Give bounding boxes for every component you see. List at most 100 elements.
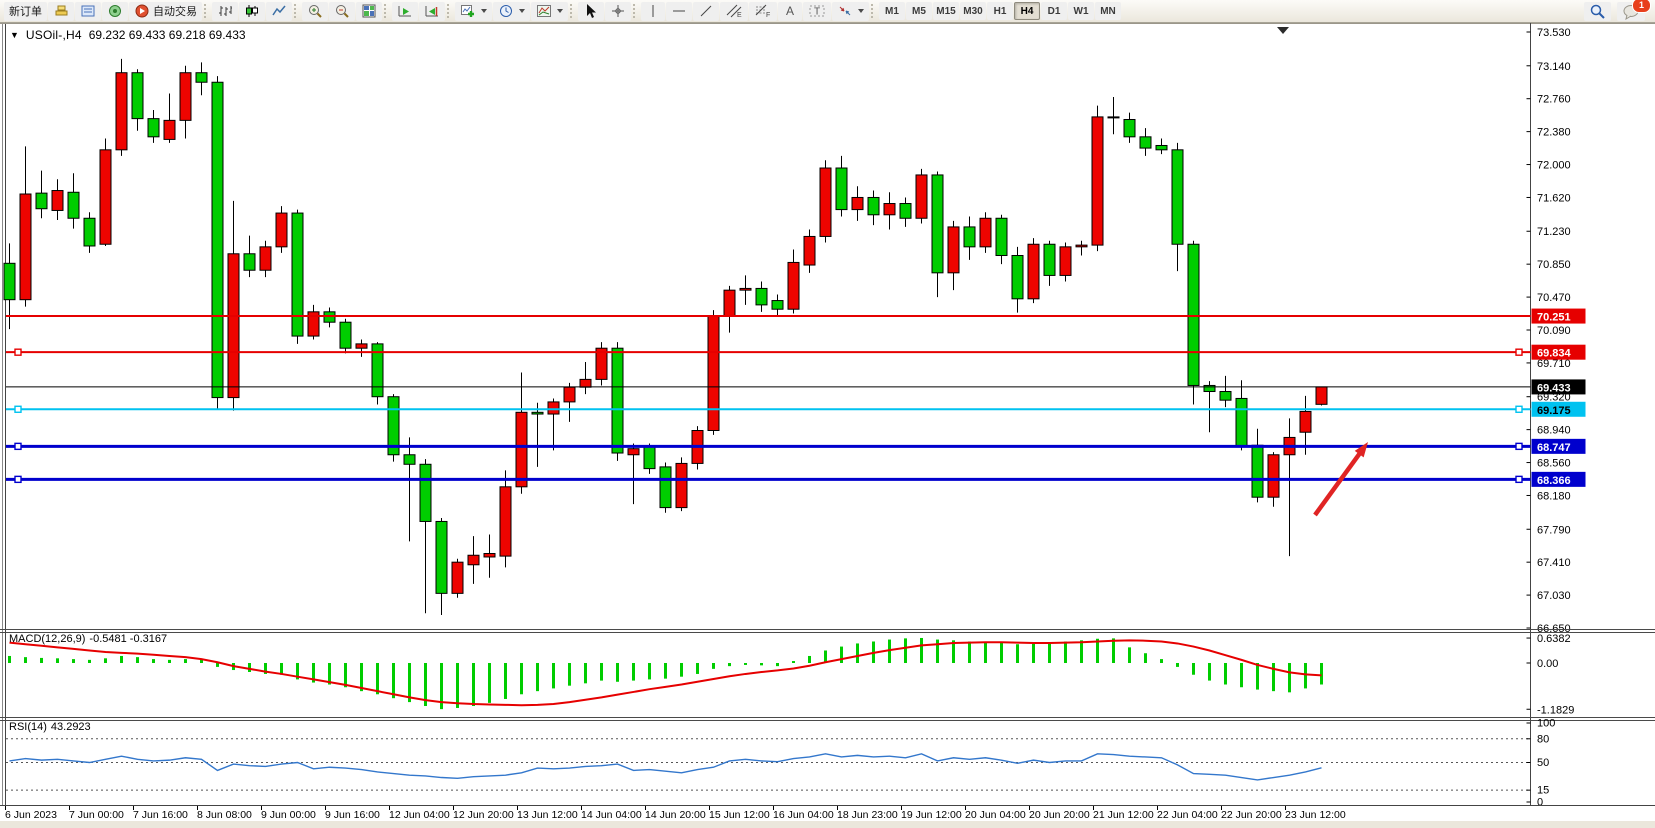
candle-body-bear [771,300,784,310]
macd-histogram-bar [296,663,299,680]
fibonacci-button[interactable]: F [749,1,777,21]
zoom-in-button[interactable] [302,1,328,21]
line-handle-right-69.175[interactable] [1515,405,1523,413]
arrows-button[interactable] [832,1,869,21]
price-tick-label: 68.560 [1537,458,1571,470]
price-tick-label: 69.320 [1537,392,1571,404]
price-tick-label: 67.790 [1537,524,1571,536]
candle-body-bull [467,554,480,566]
candle-body-bear [899,203,912,219]
timeframe-h4[interactable]: H4 [1014,2,1040,20]
macd-axis-label: -1.1829 [1537,704,1574,716]
trend-line-button[interactable] [693,1,719,21]
candle-body-bear [995,217,1008,257]
macd-histogram-bar [824,650,827,663]
line-handle-left-69.175[interactable] [14,405,22,413]
line-handle-right-69.834[interactable] [1515,348,1523,356]
text-label-button[interactable]: T [803,1,831,21]
bar-chart-button[interactable] [212,1,238,21]
line-handle-left-69.834[interactable] [14,348,22,356]
trend-arrow-shaft[interactable] [1313,449,1364,517]
toolbar-grip [384,4,388,18]
navigator-button[interactable] [102,1,128,21]
equidistant-channel-button[interactable]: E [720,1,748,21]
candle-body-bull [579,378,592,388]
cursor-button[interactable] [578,1,604,21]
macd-histogram-bar [216,663,219,667]
chart-shift-marker[interactable] [1277,27,1289,34]
line-chart-button[interactable] [266,1,292,21]
search-button[interactable] [1584,1,1611,21]
price-line-chip-label: 68.366 [1537,475,1571,487]
macd-histogram-bar [472,663,475,707]
candle-body-bear [835,167,848,211]
timeframe-m30[interactable]: M30 [960,2,986,20]
time-tick-label: 20 Jun 20:00 [1029,809,1090,821]
indicators-button[interactable] [455,1,492,21]
line-handle-left-68.366[interactable] [14,475,22,484]
chart-background [0,23,1655,828]
chart-shift-icon [424,3,440,19]
candle-body-bull [851,196,864,211]
timeframe-m5[interactable]: M5 [906,2,932,20]
macd-histogram-bar [1048,642,1051,663]
timeframe-mn[interactable]: MN [1095,2,1121,20]
candle-body-bear [1187,243,1200,386]
time-tick-label: 18 Jun 23:00 [837,809,898,821]
price-tick-label: 72.380 [1537,127,1571,139]
timeframe-d1[interactable]: D1 [1041,2,1067,20]
candle-body-bull [1091,116,1104,246]
chart-window[interactable]: 73.530 73.140 72.760 72.380 72.000 71.620 71.2… [0,23,1655,828]
candle-body-bear [1139,136,1152,149]
macd-histogram-bar [40,657,43,663]
periods-button[interactable] [493,1,530,21]
candle-body-bear [131,72,144,120]
macd-histogram-bar [200,659,203,663]
macd-histogram-bar [408,663,411,703]
data-window-button[interactable] [75,1,101,21]
candle-body-bear [339,321,352,349]
bar-chart-icon [217,3,233,19]
market-watch-icon [53,3,69,19]
price-line-chip-label: 69.433 [1537,382,1571,394]
chart-shift-button[interactable] [419,1,445,21]
candle-body-bear [867,196,880,216]
macd-histogram-bar [984,641,987,663]
timeframe-h1[interactable]: H1 [987,2,1013,20]
timeframe-w1[interactable]: W1 [1068,2,1094,20]
auto-scroll-button[interactable] [392,1,418,21]
candle-body-bull [1075,244,1088,248]
macd-histogram-bar [1160,659,1163,663]
macd-histogram-bar [1112,638,1115,663]
timeframe-m15[interactable]: M15 [933,2,959,20]
crosshair-button[interactable] [605,1,631,21]
macd-histogram-bar [1096,638,1099,663]
trend-line-icon [698,3,714,19]
macd-histogram-bar [280,663,283,675]
zoom-out-button[interactable] [329,1,355,21]
chart-title-collapse-icon[interactable]: ▼ [10,30,19,40]
new-order-button[interactable]: 新订单 [4,1,47,21]
toolbar-grip [204,4,208,18]
trend-arrow-head[interactable] [1354,442,1368,458]
tile-windows-button[interactable] [356,1,382,21]
price-chart-canvas[interactable]: 73.530 73.140 72.760 72.380 72.000 71.620 71.2… [0,23,1655,828]
macd-histogram-bar [536,663,539,692]
candle-body-bull [1299,410,1312,433]
auto-trading-button[interactable]: 自动交易 [129,1,202,21]
candle-body-bear [35,192,48,210]
text-button[interactable]: A [778,1,802,21]
timeframe-m1[interactable]: M1 [879,2,905,20]
macd-histogram-bar [1272,663,1275,692]
market-watch-button[interactable] [48,1,74,21]
line-handle-left-68.747[interactable] [14,442,22,451]
macd-histogram-bar [632,663,635,681]
horizontal-line-button[interactable] [666,1,692,21]
line-handle-right-68.366[interactable] [1515,475,1523,484]
line-handle-right-68.747[interactable] [1515,442,1523,451]
candle-body-bull [515,411,528,488]
price-line-chip [1531,471,1586,487]
candlestick-chart-button[interactable] [239,1,265,21]
vertical-line-button[interactable] [641,1,665,21]
templates-button[interactable] [531,1,568,21]
